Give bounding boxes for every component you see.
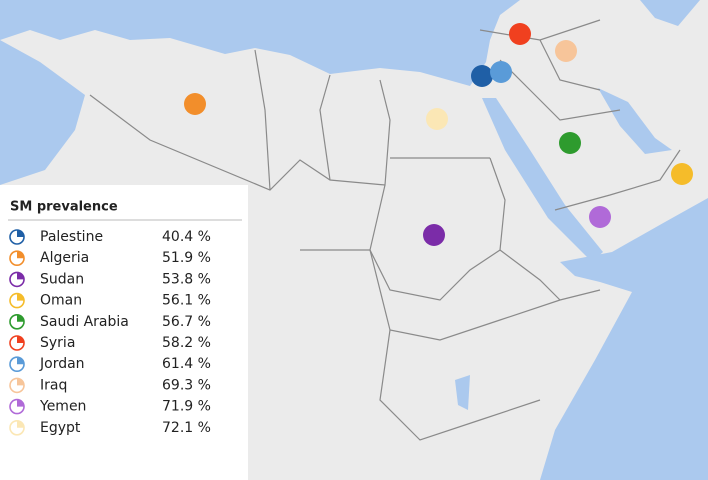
borders [89, 19, 681, 441]
legend-label: Algeria [40, 250, 89, 266]
country-marker [555, 40, 577, 62]
country-markers [184, 23, 693, 246]
legend-icon-wedge [17, 272, 24, 280]
legend-value: 72.1 % [162, 420, 211, 436]
legend-label: Syria [40, 335, 75, 351]
legend-icon-wedge [17, 251, 24, 259]
legend-label: Sudan [40, 271, 84, 287]
legend-value: 69.3 % [162, 377, 211, 393]
legend-label: Saudi Arabia [40, 314, 129, 330]
legend-icon-wedge [17, 357, 24, 365]
legend-label: Yemen [39, 399, 86, 415]
legend-icon-wedge [17, 230, 24, 237]
country-marker [426, 108, 448, 130]
legend-value: 56.1 % [162, 293, 211, 309]
legend-value: 53.8 % [162, 271, 211, 287]
legend: Palestine 40.4 % Algeria 51.9 % Sudan 53.8 % O… [9, 229, 211, 436]
legend-label: Iraq [40, 377, 67, 393]
legend-icon-wedge [17, 420, 24, 428]
legend-value: 51.9 % [162, 250, 211, 266]
legend-label: Oman [40, 293, 82, 309]
legend-icon-wedge [17, 378, 24, 386]
legend-label: Palestine [40, 229, 103, 245]
legend-value: 56.7 % [162, 314, 211, 330]
legend-box [0, 185, 248, 480]
country-marker [471, 65, 493, 87]
country-marker [589, 206, 611, 228]
legend-icon-wedge [17, 293, 24, 301]
country-marker [490, 61, 512, 83]
legend-title: SM prevalence [10, 200, 118, 215]
legend-icon-wedge [17, 314, 24, 322]
legend-label: Egypt [40, 420, 81, 436]
country-marker [509, 23, 531, 45]
legend-label: Jordan [39, 356, 85, 372]
country-marker [184, 93, 206, 115]
legend-value: 61.4 % [162, 356, 211, 372]
legend-value: 40.4 % [162, 229, 211, 245]
country-marker [671, 163, 693, 185]
legend-icon-wedge [17, 399, 24, 407]
country-marker [559, 132, 581, 154]
country-marker [423, 224, 445, 246]
legend-value: 58.2 % [162, 335, 211, 351]
legend-value: 71.9 % [162, 399, 211, 415]
legend-icon-wedge [17, 336, 24, 343]
